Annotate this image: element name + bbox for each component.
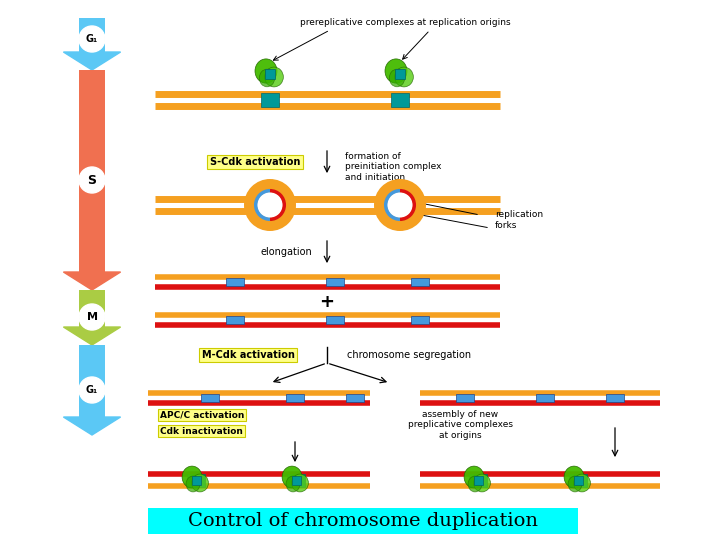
- Text: chromosome segregation: chromosome segregation: [347, 350, 471, 360]
- Text: replication
forks: replication forks: [495, 210, 543, 230]
- Ellipse shape: [395, 67, 413, 87]
- Ellipse shape: [286, 476, 300, 492]
- Polygon shape: [63, 52, 121, 70]
- Ellipse shape: [564, 466, 584, 488]
- Ellipse shape: [464, 466, 484, 488]
- Circle shape: [244, 179, 296, 231]
- Polygon shape: [63, 327, 121, 345]
- Ellipse shape: [390, 69, 405, 87]
- Text: +: +: [320, 293, 335, 311]
- Ellipse shape: [282, 466, 302, 488]
- Text: G₁: G₁: [86, 34, 98, 44]
- Ellipse shape: [385, 59, 407, 83]
- Ellipse shape: [192, 474, 208, 492]
- Circle shape: [79, 377, 105, 403]
- Bar: [265, 69, 275, 79]
- Text: Control of chromosome duplication: Control of chromosome duplication: [188, 512, 538, 530]
- Bar: [192, 476, 200, 484]
- Ellipse shape: [259, 69, 275, 87]
- Bar: [148, 508, 578, 534]
- Text: M-Cdk activation: M-Cdk activation: [202, 350, 294, 360]
- Bar: [326, 278, 344, 286]
- Bar: [395, 69, 405, 79]
- Ellipse shape: [265, 67, 284, 87]
- Circle shape: [374, 179, 426, 231]
- Bar: [346, 394, 364, 402]
- Bar: [287, 474, 305, 487]
- Polygon shape: [63, 272, 121, 290]
- Bar: [391, 93, 409, 107]
- Bar: [456, 394, 474, 402]
- Ellipse shape: [568, 476, 582, 492]
- Text: M: M: [86, 312, 97, 322]
- Text: elongation: elongation: [260, 247, 312, 257]
- Bar: [411, 316, 429, 324]
- Bar: [79, 70, 105, 272]
- Polygon shape: [63, 417, 121, 435]
- Text: S-Cdk activation: S-Cdk activation: [210, 157, 300, 167]
- Bar: [574, 476, 582, 484]
- Bar: [226, 316, 244, 324]
- Bar: [469, 474, 487, 487]
- Ellipse shape: [474, 474, 490, 492]
- Bar: [187, 474, 205, 487]
- Ellipse shape: [182, 466, 202, 488]
- Bar: [79, 345, 105, 417]
- Circle shape: [387, 192, 413, 218]
- Circle shape: [79, 167, 105, 193]
- Circle shape: [79, 304, 105, 330]
- Text: G₁: G₁: [86, 385, 98, 395]
- Ellipse shape: [255, 59, 277, 83]
- Bar: [292, 476, 300, 484]
- Text: S: S: [88, 173, 96, 186]
- Text: APC/C activation: APC/C activation: [160, 410, 244, 420]
- Text: formation of
preinitiation complex
and initiation: formation of preinitiation complex and i…: [345, 152, 441, 182]
- Text: assembly of new
preplicative complexes
at origins: assembly of new preplicative complexes a…: [408, 410, 513, 440]
- Bar: [474, 476, 482, 484]
- Bar: [411, 278, 429, 286]
- Text: Cdk inactivation: Cdk inactivation: [160, 427, 243, 435]
- Bar: [201, 394, 219, 402]
- Bar: [79, 18, 105, 52]
- Bar: [226, 278, 244, 286]
- Ellipse shape: [186, 476, 200, 492]
- Bar: [79, 290, 105, 327]
- Circle shape: [79, 26, 105, 52]
- Ellipse shape: [468, 476, 482, 492]
- Text: prereplicative complexes at replication origins: prereplicative complexes at replication …: [300, 18, 510, 27]
- Circle shape: [257, 192, 283, 218]
- Bar: [326, 316, 344, 324]
- Bar: [286, 394, 304, 402]
- Ellipse shape: [574, 474, 590, 492]
- Ellipse shape: [292, 474, 308, 492]
- Bar: [536, 394, 554, 402]
- Bar: [569, 474, 587, 487]
- Bar: [606, 394, 624, 402]
- Bar: [261, 93, 279, 107]
